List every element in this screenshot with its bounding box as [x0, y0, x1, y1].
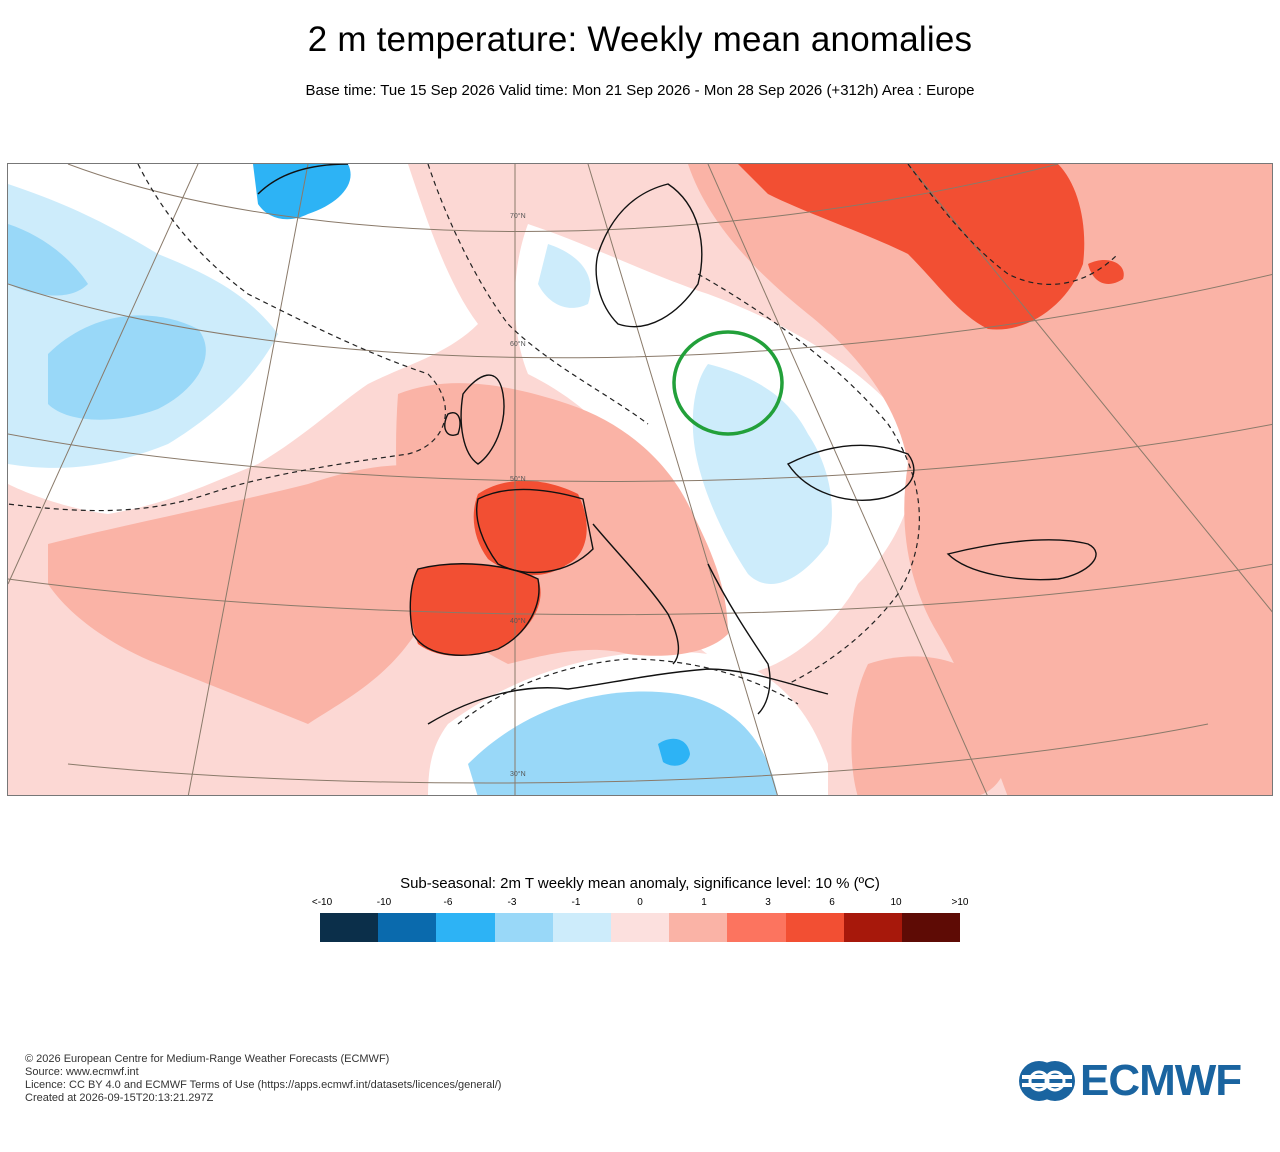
hot-france-region [473, 480, 587, 576]
footer-credits: © 2026 European Centre for Medium-Range … [25, 1053, 501, 1105]
footer-copyright: © 2026 European Centre for Medium-Range … [25, 1053, 390, 1065]
footer-source: Source: www.ecmwf.int [25, 1066, 139, 1078]
cool-labrador-region [8, 224, 88, 296]
legend-color-swatch [320, 913, 379, 942]
hot-russia-east-region [1088, 259, 1124, 284]
legend-tick: >10 [951, 897, 969, 908]
lat-label-60: 60°N [510, 340, 526, 348]
legend-tick: -10 [376, 897, 392, 908]
lat-label-70: 70°N [510, 212, 526, 220]
legend-color-swatch [727, 913, 786, 942]
legend-tick: -6 [443, 897, 453, 908]
cool-east-europe-region [692, 364, 832, 584]
lat-label-30: 30°N [510, 770, 526, 778]
legend-tick: 0 [637, 897, 643, 908]
legend-tick: 3 [765, 897, 771, 908]
ecmwf-logo-icon [1019, 1061, 1075, 1101]
map-canvas: 70°N 60°N 50°N 40°N 30°N [8, 164, 1272, 795]
cold-greenland-region [253, 164, 351, 220]
legend-color-bar [320, 913, 961, 942]
legend-tick: 10 [890, 897, 902, 908]
footer-licence: Licence: CC BY 4.0 and ECMWF Terms of Us… [25, 1079, 502, 1091]
legend-title: Sub-seasonal: 2m T weekly mean anomaly, … [400, 875, 880, 892]
anomaly-map: 70°N 60°N 50°N 40°N 30°N [7, 163, 1273, 796]
legend-ticks: <-10 -10 -6 -3 -1 0 1 3 6 10 >10 [0, 897, 1280, 911]
cold-libya-spot [658, 738, 690, 766]
legend-color-swatch [901, 913, 961, 942]
lat-label-50: 50°N [510, 475, 526, 483]
legend-color-swatch [378, 913, 437, 942]
legend-color-swatch [436, 913, 495, 942]
page-title: 2 m temperature: Weekly mean anomalies [307, 20, 973, 59]
cool-baltic-region [538, 244, 591, 308]
highlight-circle [672, 330, 784, 436]
warm-east-mediterranean-region [851, 656, 1011, 795]
significance-contours [8, 164, 1119, 725]
hot-iberia-region [410, 563, 541, 656]
legend-tick: 1 [701, 897, 707, 908]
legend-color-swatch [494, 913, 553, 942]
legend-tick: -3 [507, 897, 517, 908]
warm-atlantic-region [48, 465, 478, 724]
legend-color-swatch [785, 913, 844, 942]
cold-atlantic-region [48, 315, 206, 420]
legend-color-swatch [610, 913, 670, 942]
legend-color-swatch [552, 913, 611, 942]
ecmwf-logo: ECMWF [1018, 1056, 1258, 1105]
legend-tick: 6 [829, 897, 835, 908]
page-subtitle: Base time: Tue 15 Sep 2026 Valid time: M… [305, 82, 975, 99]
hot-russia-region [738, 164, 1085, 330]
cold-sahara-region [468, 691, 778, 795]
legend-color-swatch [843, 913, 902, 942]
legend-color-swatch [669, 913, 728, 942]
legend-tick: <-10 [311, 897, 333, 908]
legend-tick: -1 [571, 897, 581, 908]
coastlines [257, 164, 1097, 725]
warm-russia-region [688, 164, 1272, 795]
ecmwf-logo-text: ECMWF [1080, 1056, 1242, 1105]
graticule-lines [8, 164, 1272, 795]
footer-created: Created at 2026-09-15T20:13:21.297Z [25, 1092, 214, 1104]
lat-label-40: 40°N [510, 617, 526, 625]
